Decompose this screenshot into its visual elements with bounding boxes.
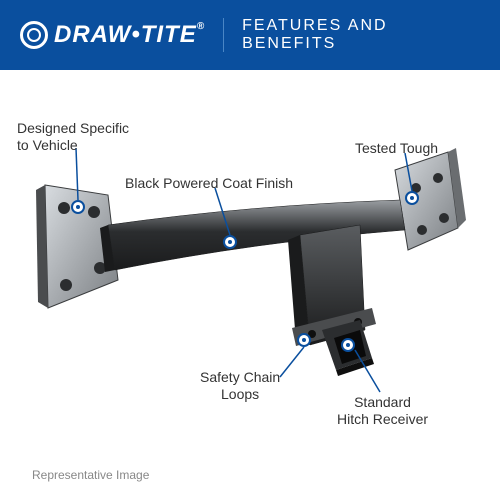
header: DRAW•TITE® FEATURES AND BENEFITS [0, 0, 500, 70]
marker-c3 [297, 333, 311, 347]
callout-c2: Tested Tough [355, 140, 438, 157]
callout-c3: Safety Chain Loops [200, 369, 280, 403]
marker-c1 [223, 235, 237, 249]
header-divider [223, 18, 224, 52]
marker-c0 [71, 200, 85, 214]
marker-c2 [405, 191, 419, 205]
tagline: FEATURES AND BENEFITS [242, 17, 480, 53]
diagram-canvas: Representative Image Designed Specific t… [0, 70, 500, 500]
logo-text: DRAW•TITE® [54, 21, 205, 49]
footnote: Representative Image [32, 468, 149, 482]
hitch-ball-icon [20, 21, 48, 49]
callout-c0: Designed Specific to Vehicle [17, 120, 129, 154]
brand-logo: DRAW•TITE® [20, 21, 205, 49]
marker-c4 [341, 338, 355, 352]
callout-c4: Standard Hitch Receiver [337, 394, 428, 428]
callout-c1: Black Powered Coat Finish [125, 175, 293, 192]
